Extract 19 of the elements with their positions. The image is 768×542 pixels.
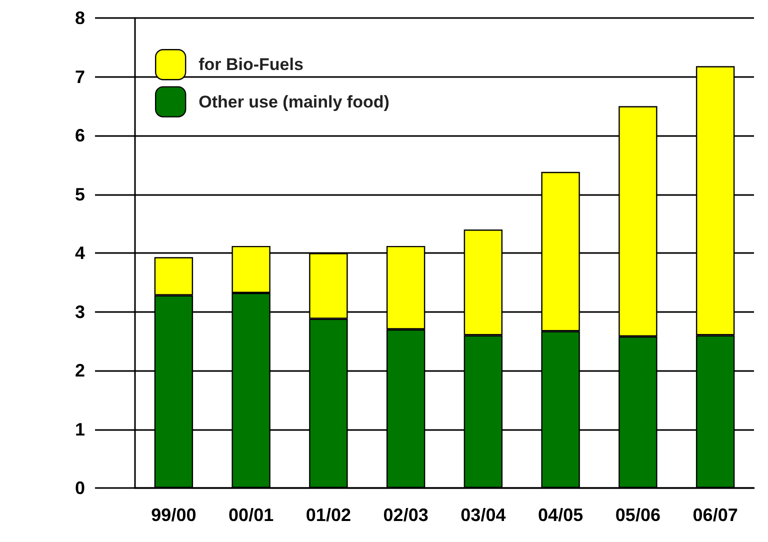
y-tick-label: 0: [74, 478, 85, 498]
x-tick-label: 02/03: [383, 505, 428, 525]
y-tick-label: 4: [74, 243, 85, 263]
x-tick-label: 00/01: [228, 505, 274, 525]
x-tick-label: 06/07: [692, 505, 738, 525]
y-tick-label: 5: [74, 184, 85, 204]
y-tick-label: 1: [74, 419, 85, 440]
x-tick-label: 99/00: [151, 505, 196, 525]
x-tick-label: 05/06: [615, 505, 660, 525]
y-tick-label: 7: [74, 66, 85, 87]
y-tick-label: 8: [74, 8, 85, 28]
x-tick-label: 01/02: [306, 505, 351, 525]
legend-label: for Bio-Fuels: [198, 55, 304, 74]
x-tick-label: 04/05: [538, 505, 584, 525]
x-tick-label: 03/04: [460, 505, 506, 525]
y-tick-label: 2: [74, 360, 85, 380]
legend-label: Other use (mainly food): [198, 92, 390, 112]
y-tick-label: 3: [74, 302, 85, 322]
y-tick-label: 6: [74, 126, 85, 146]
